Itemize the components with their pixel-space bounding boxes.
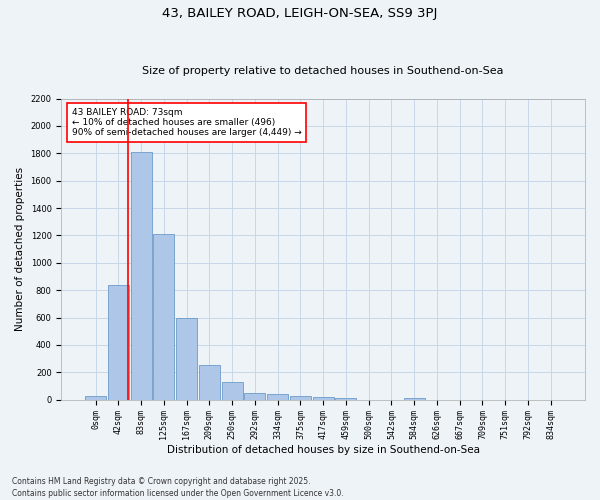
Bar: [131, 152, 152, 400]
Bar: [267, 394, 288, 400]
Bar: [108, 284, 129, 400]
Bar: [154, 234, 175, 400]
Text: Contains HM Land Registry data © Crown copyright and database right 2025.
Contai: Contains HM Land Registry data © Crown c…: [12, 476, 344, 498]
Bar: [222, 382, 242, 400]
Bar: [290, 396, 311, 400]
Y-axis label: Number of detached properties: Number of detached properties: [15, 167, 25, 331]
Bar: [313, 397, 334, 400]
Bar: [199, 365, 220, 400]
Bar: [85, 396, 106, 400]
X-axis label: Distribution of detached houses by size in Southend-on-Sea: Distribution of detached houses by size …: [167, 445, 480, 455]
Bar: [176, 318, 197, 400]
Title: Size of property relative to detached houses in Southend-on-Sea: Size of property relative to detached ho…: [142, 66, 504, 76]
Bar: [244, 393, 265, 400]
Text: 43 BAILEY ROAD: 73sqm
← 10% of detached houses are smaller (496)
90% of semi-det: 43 BAILEY ROAD: 73sqm ← 10% of detached …: [72, 108, 302, 138]
Bar: [404, 398, 425, 400]
Text: 43, BAILEY ROAD, LEIGH-ON-SEA, SS9 3PJ: 43, BAILEY ROAD, LEIGH-ON-SEA, SS9 3PJ: [163, 8, 437, 20]
Bar: [335, 398, 356, 400]
